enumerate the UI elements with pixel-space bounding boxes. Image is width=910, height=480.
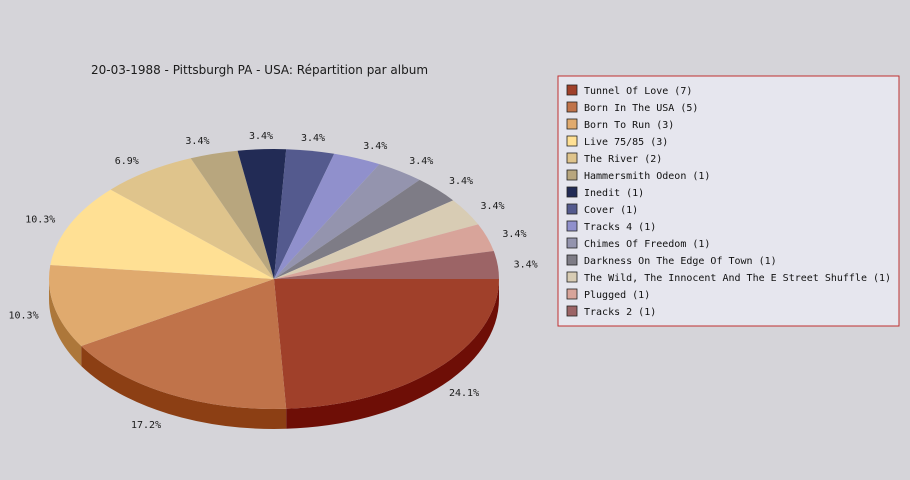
legend-swatch <box>566 254 578 266</box>
legend-items: Tunnel Of Love (7) Born In The USA (5) Bor… <box>566 84 891 318</box>
legend-swatch <box>566 84 578 96</box>
pie-label-born-in-the-usa: 17.2% <box>131 420 161 431</box>
pie-sides <box>49 279 499 429</box>
legend-item-inedit: Inedit (1) <box>566 186 644 199</box>
legend-swatch <box>566 237 578 249</box>
legend-item-born-in-the-usa: Born In The USA (5) <box>566 101 698 114</box>
legend-swatch <box>566 186 578 198</box>
pie-slice-live-75-85 <box>50 189 275 279</box>
legend-label: Chimes Of Freedom (1) <box>584 239 710 250</box>
legend-item-darkness-on-the-edge-of-town: Darkness On The Edge Of Town (1) <box>566 254 777 267</box>
legend-label: Hammersmith Odeon (1) <box>584 171 710 182</box>
pie-slice-the-river <box>110 158 274 279</box>
pie-slice-the-wild-the-innocent-and-the-e-street-shuffle <box>274 200 479 279</box>
pie-tops <box>48 149 499 409</box>
legend-swatch <box>566 118 578 130</box>
pie-label-darkness-on-the-edge-of-town: 3.4% <box>449 176 473 187</box>
legend-box <box>557 75 900 327</box>
legend-swatch <box>566 101 578 113</box>
pie-label-born-to-run: 10.3% <box>8 310 38 321</box>
pie-label-tunnel-of-love: 24.1% <box>449 388 479 399</box>
pie-label-chimes-of-freedom: 3.4% <box>409 156 433 167</box>
legend-item-hammersmith-odeon: Hammersmith Odeon (1) <box>566 169 710 182</box>
legend-item-plugged: Plugged (1) <box>566 288 650 301</box>
legend-label: Tracks 2 (1) <box>584 307 656 318</box>
pie-slice-chimes-of-freedom <box>274 164 420 279</box>
legend-label: Born To Run (3) <box>584 120 674 131</box>
legend-label: Live 75/85 (3) <box>584 137 668 148</box>
legend-item-the-wild-the-innocent-and-the-e-street-shuffle: The Wild, The Innocent And The E Street … <box>566 271 891 284</box>
pie-slice-hammersmith-odeon <box>190 150 274 279</box>
pie-label-tracks-4: 3.4% <box>363 141 387 152</box>
pie-label-hammersmith-odeon: 3.4% <box>185 136 209 147</box>
legend-label: Tunnel Of Love (7) <box>584 86 692 97</box>
pie-side-tunnel-of-love <box>286 279 499 429</box>
legend-label: Cover (1) <box>584 205 638 216</box>
legend-item-live-75-85: Live 75/85 (3) <box>566 135 668 148</box>
legend-item-the-river: The River (2) <box>566 152 662 165</box>
pie-label-the-river: 6.9% <box>115 156 139 167</box>
legend-label: Plugged (1) <box>584 290 650 301</box>
pie-labels: 24.1% 17.2% 10.3% 10.3% 6.9% 3.4% 3.4% 3.4% 3.4%… <box>8 131 537 431</box>
legend-swatch <box>566 152 578 164</box>
pie-slice-darkness-on-the-edge-of-town <box>274 179 454 279</box>
legend-label: Darkness On The Edge Of Town (1) <box>584 256 777 267</box>
chart-title: 20-03-1988 - Pittsburgh PA - USA: Répart… <box>91 63 428 77</box>
pie-label-plugged: 3.4% <box>502 229 526 240</box>
legend-label: Born In The USA (5) <box>584 103 698 114</box>
pie-slice-born-to-run <box>48 264 274 347</box>
pie-slice-tracks-4 <box>274 153 380 279</box>
legend-item-cover: Cover (1) <box>566 203 638 216</box>
pie-label-live-75-85: 10.3% <box>25 215 55 226</box>
pie-slice-plugged <box>274 224 494 279</box>
legend-label: The River (2) <box>584 154 662 165</box>
legend-item-tracks-4: Tracks 4 (1) <box>566 220 656 233</box>
pie-slice-cover <box>274 149 335 279</box>
pie-slice-tunnel-of-love <box>274 279 499 409</box>
legend: Tunnel Of Love (7) Born In The USA (5) Bor… <box>557 75 900 327</box>
pie-slice-born-in-the-usa <box>81 279 287 409</box>
legend-swatch <box>566 169 578 181</box>
pie-side-born-to-run <box>49 279 82 367</box>
legend-swatch <box>566 220 578 232</box>
legend-item-chimes-of-freedom: Chimes Of Freedom (1) <box>566 237 710 250</box>
legend-label: Tracks 4 (1) <box>584 222 656 233</box>
pie-label-the-wild-the-innocent-and-the-e-street-shuffle: 3.4% <box>481 201 505 212</box>
legend-swatch <box>566 305 578 317</box>
legend-swatch <box>566 135 578 147</box>
legend-label: The Wild, The Innocent And The E Street … <box>584 273 891 284</box>
legend-swatch <box>566 203 578 215</box>
legend-label: Inedit (1) <box>584 188 644 199</box>
legend-item-born-to-run: Born To Run (3) <box>566 118 674 131</box>
pie-slice-tracks-2 <box>274 251 499 279</box>
pie-slice-inedit <box>237 149 287 279</box>
legend-swatch <box>566 288 578 300</box>
pie-label-cover: 3.4% <box>301 133 325 144</box>
legend-item-tunnel-of-love: Tunnel Of Love (7) <box>566 84 692 97</box>
legend-item-tracks-2: Tracks 2 (1) <box>566 305 656 318</box>
legend-swatch <box>566 271 578 283</box>
pie-label-tracks-2: 3.4% <box>514 259 538 270</box>
pie-side-born-in-the-usa <box>81 346 287 429</box>
pie-label-inedit: 3.4% <box>249 131 273 142</box>
